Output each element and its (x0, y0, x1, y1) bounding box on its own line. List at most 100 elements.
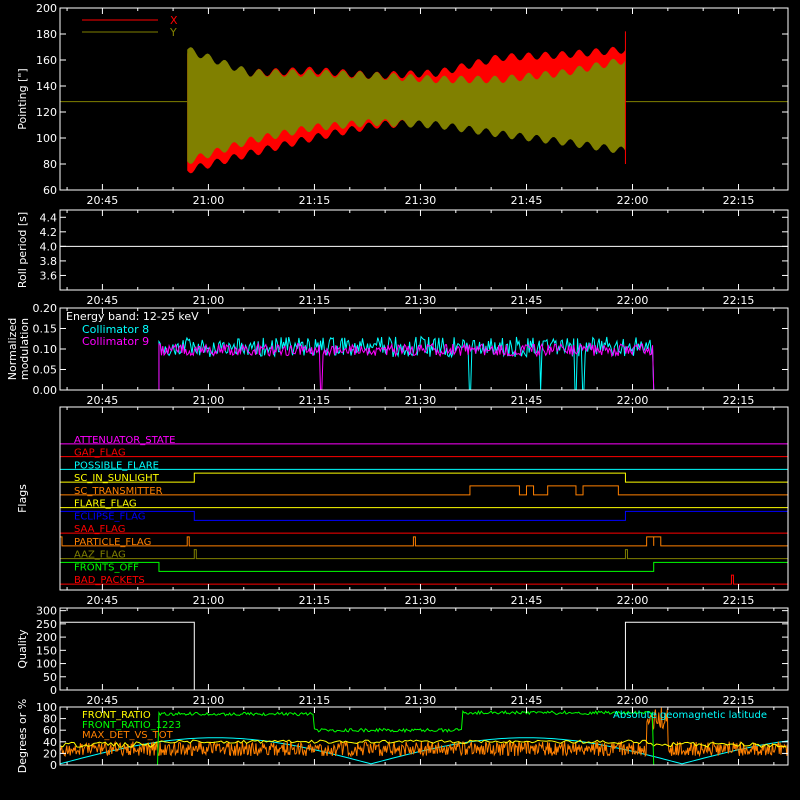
pointing-y-tick-label: 160 (36, 54, 57, 67)
flags-x-tick-label: 21:00 (193, 594, 225, 607)
flag-label: ECLIPSE_FLAG (74, 511, 145, 522)
modulation-x-tick-label: 22:15 (723, 394, 755, 407)
ratios-y-tick-label: 0 (50, 759, 57, 772)
modulation-x-tick-label: 21:00 (193, 394, 225, 407)
pointing-x-tick-label: 20:45 (87, 194, 119, 207)
flag-line (59, 536, 788, 547)
flag-label: AAZ_FLAG (74, 550, 126, 561)
roll-y-tick-label: 4.4 (40, 211, 58, 224)
pointing-y-tick-label: 80 (43, 158, 57, 171)
ratios-y-tick-label: 40 (43, 736, 57, 749)
flags-x-tick-label: 21:15 (299, 594, 331, 607)
modulation-y-label: Normalized (6, 318, 19, 380)
modulation-x-tick-label: 20:45 (87, 394, 119, 407)
flag-label: GAP_FLAG (74, 448, 126, 459)
pointing-y-tick-label: 60 (43, 184, 57, 197)
ratios-max-det-line (59, 707, 789, 758)
pointing-x-tick-label: 22:15 (723, 194, 755, 207)
ratios-y-tick-label: 60 (43, 724, 57, 737)
flags-y-label: Flags (16, 484, 29, 513)
flags-x-tick-label: 21:45 (511, 594, 543, 607)
quality-x-tick-label: 21:45 (511, 694, 543, 707)
roll-x-tick-label: 20:45 (87, 294, 119, 307)
pointing-x-tick-label: 22:00 (617, 194, 649, 207)
roll-y-tick-label: 3.6 (40, 269, 58, 282)
quality-y-label: Quality (16, 629, 29, 669)
pointing-y-tick-label: 140 (36, 80, 57, 93)
roll-x-tick-label: 21:00 (193, 294, 225, 307)
roll-x-tick-label: 21:30 (405, 294, 437, 307)
modulation-y-tick-label: 0.05 (33, 364, 58, 377)
pointing-x-tick-label: 21:15 (299, 194, 331, 207)
roll-x-tick-label: 21:45 (511, 294, 543, 307)
modulation-y-label: modulation (18, 318, 31, 380)
flags-x-tick-label: 22:00 (617, 594, 649, 607)
flag-label: ATTENUATOR_STATE (74, 435, 175, 446)
pointing-series-y-envelope (187, 47, 626, 165)
pointing-y-tick-label: 200 (36, 2, 57, 15)
quality-y-tick-label: 150 (36, 644, 57, 657)
modulation-annotation: Energy band: 12-25 keV (66, 310, 199, 323)
modulation-y-tick-label: 0.20 (33, 302, 58, 315)
flag-line (59, 510, 789, 521)
modulation-x-tick-label: 21:15 (299, 394, 331, 407)
modulation-series-line (60, 341, 788, 391)
flag-line (59, 561, 789, 572)
roll-y-tick-label: 3.8 (40, 255, 58, 268)
roll-y-label: Roll period [s] (16, 212, 29, 288)
pointing-legend-label: X (170, 14, 178, 27)
modulation-y-tick-label: 0.00 (33, 384, 58, 397)
pointing-y-tick-label: 100 (36, 132, 57, 145)
pointing-y-label: Pointing ["] (16, 68, 29, 129)
modulation-legend-label: Collimator 8 (82, 323, 149, 336)
flag-label: SC_IN_SUNLIGHT (74, 473, 160, 484)
quality-line (60, 621, 788, 691)
ratios-legend-label: MAX_DET_VS_TOT (82, 730, 174, 741)
quality-y-tick-label: 50 (43, 671, 57, 684)
flag-line (60, 472, 788, 483)
modulation-x-tick-label: 21:45 (511, 394, 543, 407)
ratios-y-label: Degrees or % (16, 699, 29, 773)
pointing-y-tick-label: 180 (36, 28, 57, 41)
roll-x-tick-label: 21:15 (299, 294, 331, 307)
ratios-y-tick-label: 80 (43, 713, 57, 726)
flags-x-tick-label: 22:15 (723, 594, 755, 607)
flag-label: FRONTS_OFF (74, 562, 139, 573)
ratios-frame (59, 706, 789, 766)
quality-y-tick-label: 0 (50, 684, 57, 697)
pointing-x-tick-label: 21:45 (511, 194, 543, 207)
pointing-y-tick-label: 120 (36, 106, 57, 119)
roll-frame (59, 209, 789, 291)
roll-x-tick-label: 22:15 (723, 294, 755, 307)
flag-label: BAD_PACKETS (74, 575, 145, 586)
ratios-right-label: Absolute geomagnetic latitude (613, 710, 767, 721)
quality-x-tick-label: 22:15 (723, 694, 755, 707)
flags-x-tick-label: 21:30 (405, 594, 437, 607)
flag-line (60, 485, 788, 496)
pointing-legend-label: Y (169, 26, 177, 39)
quality-frame (59, 607, 789, 691)
quality-y-tick-label: 200 (36, 631, 57, 644)
ratios-y-tick-label: 100 (36, 701, 57, 714)
quality-y-tick-label: 250 (36, 618, 57, 631)
roll-y-tick-label: 4.2 (40, 226, 58, 239)
flag-label: POSSIBLE_FLARE (74, 460, 159, 471)
roll-y-tick-label: 4.0 (40, 240, 58, 253)
roll-x-tick-label: 22:00 (617, 294, 649, 307)
ratios-front-ratio-line (59, 739, 787, 748)
modulation-x-tick-label: 21:30 (405, 394, 437, 407)
quality-x-tick-label: 21:00 (193, 694, 225, 707)
quality-x-tick-label: 21:30 (405, 694, 437, 707)
ratios-legend-label: FRONT_RATIO (82, 710, 151, 721)
ratios-y-tick-label: 20 (43, 747, 57, 760)
quality-y-tick-label: 100 (36, 658, 57, 671)
pointing-x-tick-label: 21:30 (405, 194, 437, 207)
quality-x-tick-label: 22:00 (617, 694, 649, 707)
flag-label: SAA_FLAG (74, 524, 125, 535)
quality-y-tick-label: 300 (36, 605, 57, 618)
ratios-legend-label: FRONT_RATIO_1223 (82, 720, 181, 731)
pointing-frame (59, 7, 789, 191)
quality-x-tick-label: 20:45 (87, 694, 119, 707)
